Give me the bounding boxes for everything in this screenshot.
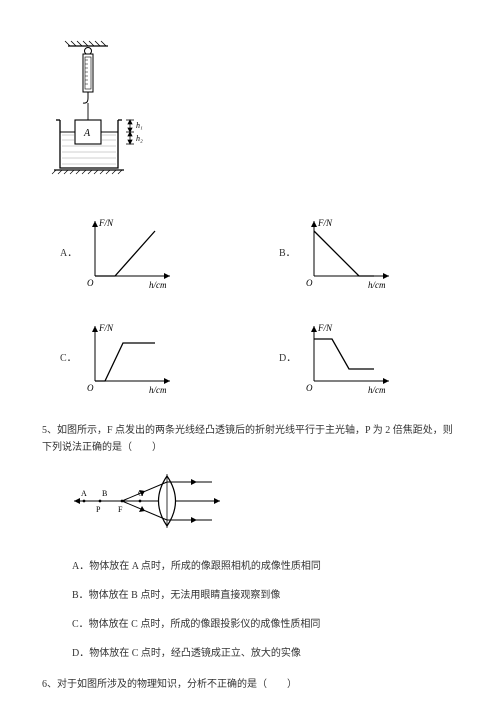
q5-choices: A．物体放在 A 点时，所成的像跟照相机的成像性质相同 B．物体放在 B 点时，…: [72, 558, 458, 662]
option-c: C． F/N h/cm O: [60, 321, 239, 396]
svg-text:A: A: [81, 489, 87, 498]
svg-text:O: O: [306, 278, 313, 288]
option-a: A． F/N h/cm O: [60, 216, 239, 291]
graph-c: F/N h/cm O: [85, 321, 180, 396]
lens-figure: A B C P F: [72, 470, 458, 538]
svg-text:F: F: [118, 505, 123, 514]
svg-text:F/N: F/N: [317, 218, 333, 228]
block-a-label: A: [83, 128, 91, 139]
q5-choice-a: A．物体放在 A 点时，所成的像跟照相机的成像性质相同: [72, 558, 458, 575]
opt-c-label: C．: [60, 350, 77, 367]
graph-a: F/N h/cm O: [85, 216, 180, 291]
svg-text:F/N: F/N: [98, 323, 114, 333]
beaker-spring-figure: A h₁ h₂: [48, 40, 458, 186]
opt-a-label: A．: [60, 245, 77, 262]
q5-choice-d: D．物体放在 C 点时，经凸透镜成正立、放大的实像: [72, 645, 458, 662]
graph-b: F/N h/cm O: [304, 216, 399, 291]
svg-text:O: O: [87, 383, 94, 393]
q5-text: 5、如图所示，F 点发出的两条光线经凸透镜后的折射光线平行于主光轴，P 为 2 …: [42, 422, 458, 456]
svg-text:F/N: F/N: [98, 218, 114, 228]
graph-d: F/N h/cm O: [304, 321, 399, 396]
svg-text:C: C: [138, 489, 143, 498]
svg-text:O: O: [306, 383, 313, 393]
option-b: B． F/N h/cm O: [279, 216, 458, 291]
svg-text:h/cm: h/cm: [149, 385, 167, 395]
svg-text:F/N: F/N: [317, 323, 333, 333]
svg-text:h/cm: h/cm: [368, 280, 386, 290]
option-d: D． F/N h/cm O: [279, 321, 458, 396]
svg-text:h/cm: h/cm: [149, 280, 167, 290]
q6-text: 6、对于如图所涉及的物理知识，分析不正确的是（ ）: [42, 676, 458, 693]
svg-text:O: O: [87, 278, 94, 288]
h1-label: h₁: [136, 121, 143, 130]
opt-d-label: D．: [279, 350, 296, 367]
h2-label: h₂: [136, 134, 143, 143]
opt-b-label: B．: [279, 245, 296, 262]
svg-text:h/cm: h/cm: [368, 385, 386, 395]
svg-text:B: B: [102, 489, 107, 498]
svg-text:P: P: [96, 505, 101, 514]
q5-choice-b: B．物体放在 B 点时，无法用眼睛直接观察到像: [72, 587, 458, 604]
q5-choice-c: C．物体放在 C 点时，所成的像跟投影仪的成像性质相同: [72, 616, 458, 633]
graph-options-grid: A． F/N h/cm O B． F/N h/cm O C．: [60, 216, 458, 396]
